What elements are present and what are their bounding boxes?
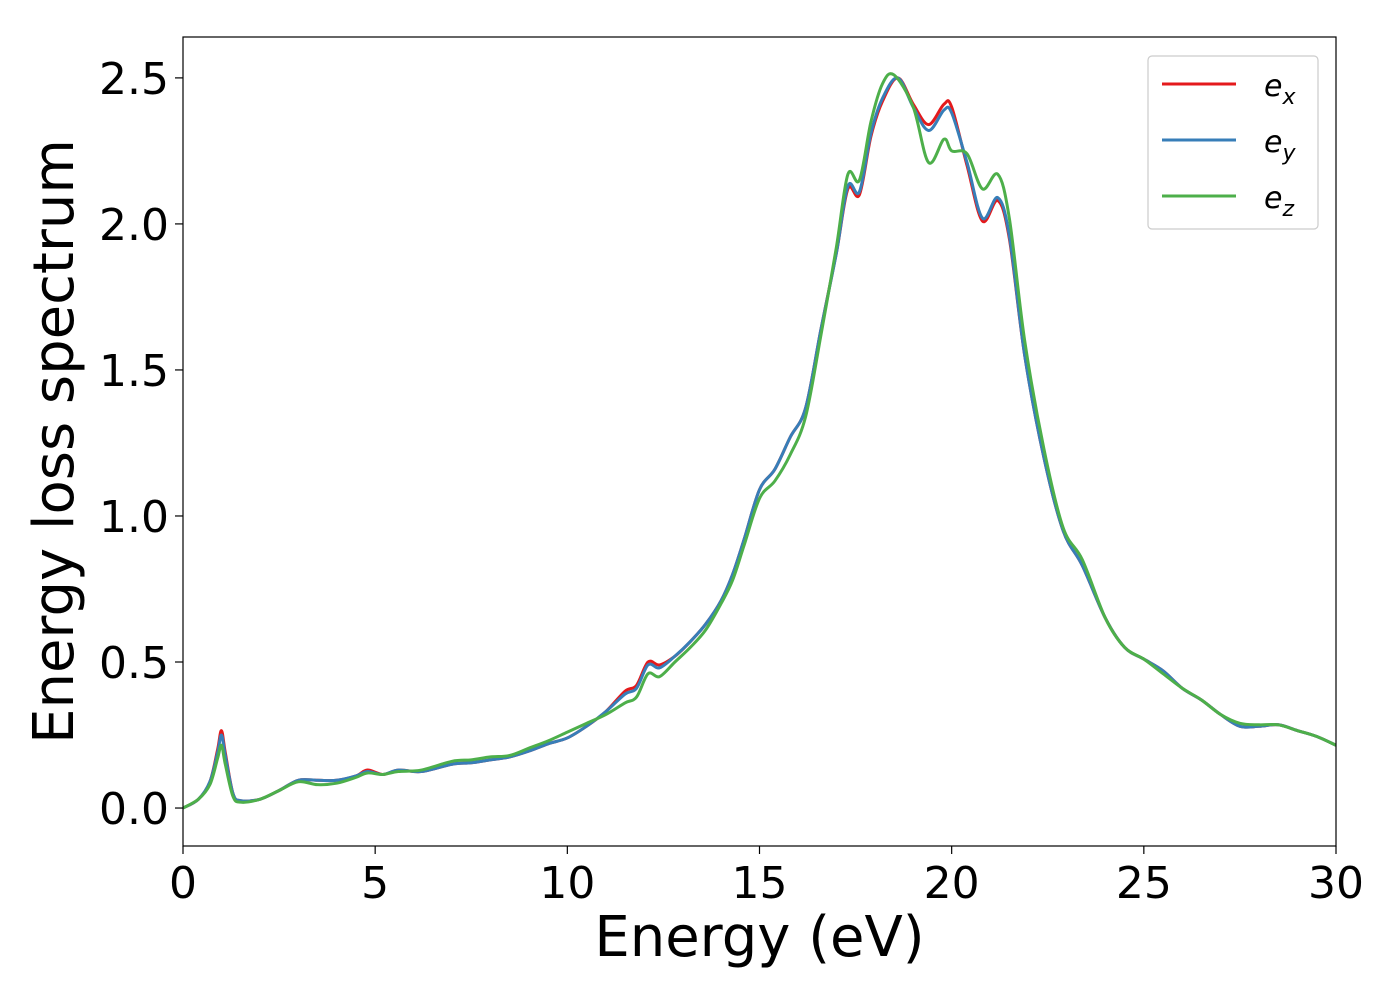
x-tick-label: 25 bbox=[1116, 858, 1172, 909]
x-axis-label: Energy (eV) bbox=[594, 905, 924, 970]
x-tick-label: 10 bbox=[539, 858, 595, 909]
legend-label: ey bbox=[1264, 125, 1296, 166]
y-axis-ticks: 0.0 0.5 1.0 1.5 2.0 2.5 bbox=[99, 54, 183, 835]
x-tick-label: 0 bbox=[169, 858, 197, 909]
y-tick-label: 2.5 bbox=[99, 54, 169, 105]
plot-frame bbox=[182, 36, 1337, 847]
y-tick-label: 0.5 bbox=[99, 638, 169, 689]
legend-item-x: ex bbox=[1162, 69, 1296, 110]
legend-box bbox=[1147, 55, 1319, 230]
legend-label: ex bbox=[1264, 69, 1296, 110]
series-line-z bbox=[183, 72, 1336, 810]
x-tick-label: 30 bbox=[1308, 858, 1364, 909]
legend: ex ey ez bbox=[1147, 55, 1319, 230]
y-tick-label: 1.5 bbox=[99, 346, 169, 397]
x-tick-label: 15 bbox=[732, 858, 788, 909]
legend-label: ez bbox=[1264, 181, 1294, 222]
x-tick-label: 20 bbox=[924, 858, 980, 909]
y-tick-label: 0.0 bbox=[99, 784, 169, 835]
y-tick-label: 1.0 bbox=[99, 492, 169, 543]
series-layer bbox=[183, 72, 1336, 810]
legend-item-z: ez bbox=[1162, 181, 1294, 222]
y-axis-label: Energy loss spectrum bbox=[22, 139, 87, 744]
y-tick-label: 2.0 bbox=[99, 200, 169, 251]
x-tick-label: 5 bbox=[361, 858, 389, 909]
legend-item-y: ey bbox=[1162, 125, 1296, 166]
x-axis-ticks: 0 5 10 15 20 25 30 bbox=[169, 846, 1364, 909]
